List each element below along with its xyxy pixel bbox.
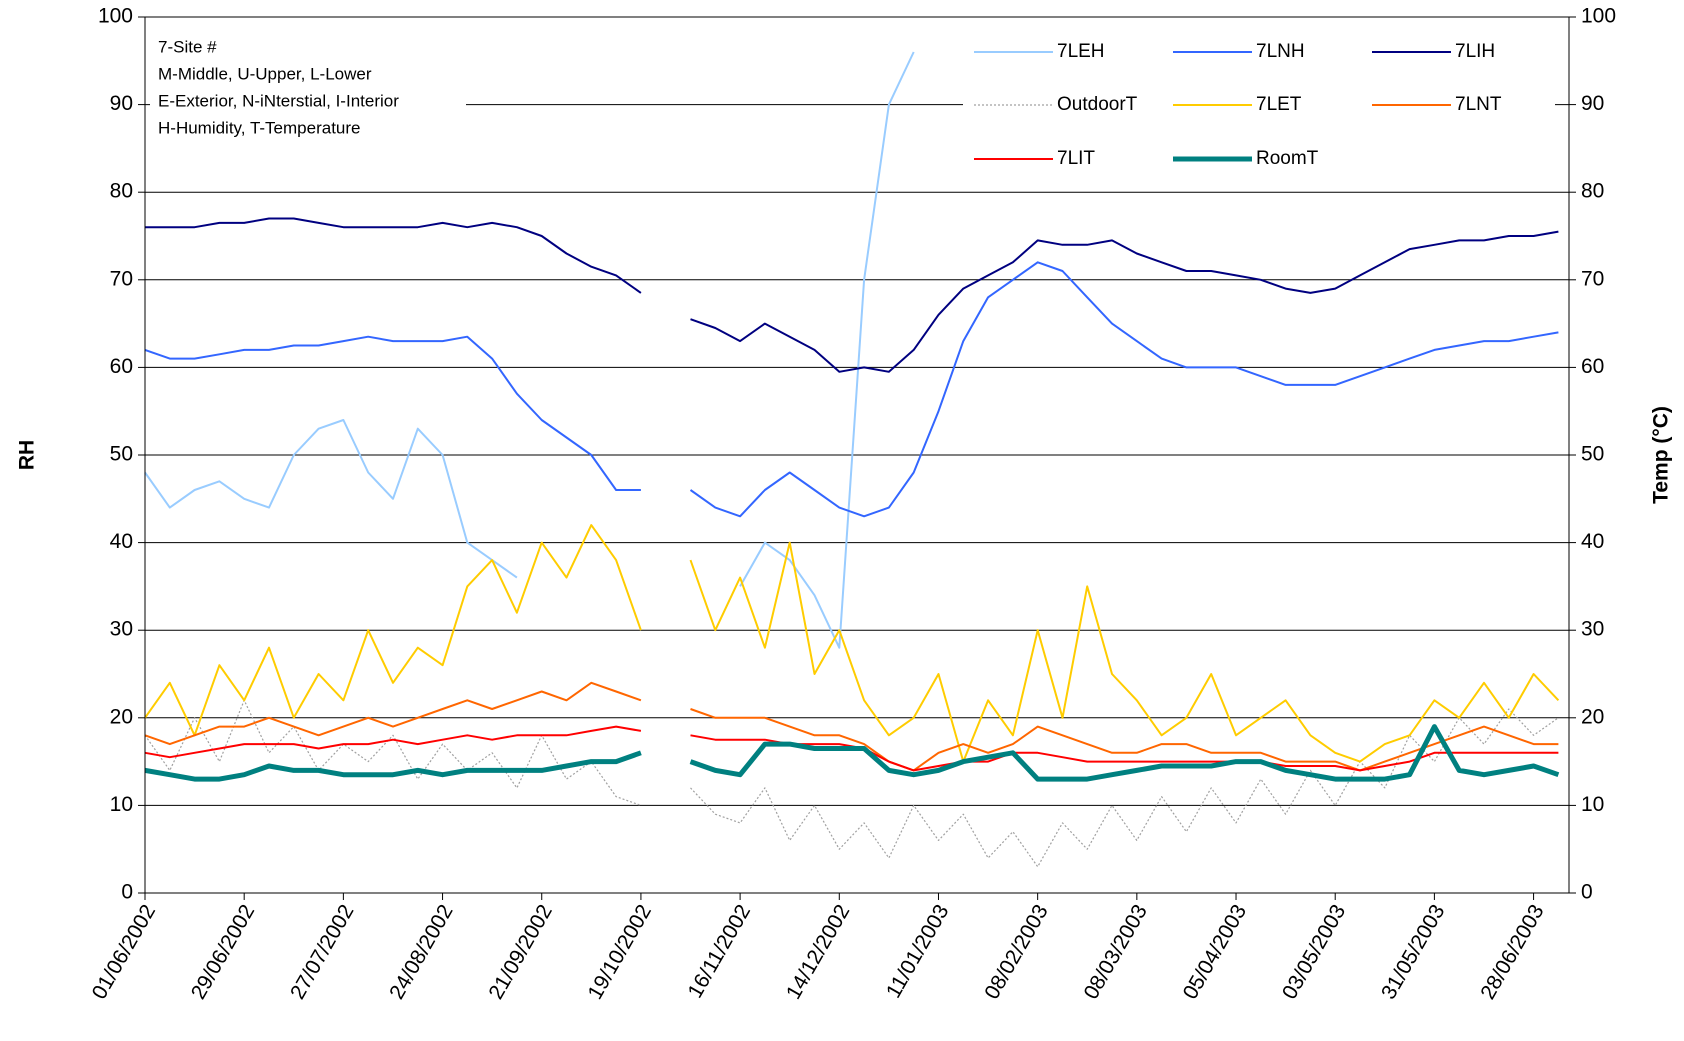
x-tick-label: 31/05/2003 bbox=[1377, 901, 1449, 1004]
annotation: H-Humidity, T-Temperature bbox=[158, 118, 360, 137]
legend-label: RoomT bbox=[1256, 148, 1319, 169]
y-tick-label: 40 bbox=[110, 530, 133, 553]
x-tick-label: 08/03/2003 bbox=[1080, 901, 1152, 1004]
series-line bbox=[144, 261, 1559, 518]
y-tick-label: 90 bbox=[110, 92, 133, 115]
y-tick-label: 0 bbox=[121, 881, 133, 904]
legend-label: 7LET bbox=[1256, 94, 1302, 115]
annotation: M-Middle, U-Upper, L-Lower bbox=[158, 64, 372, 83]
y2-tick-label: 80 bbox=[1581, 180, 1604, 203]
annotation: E-Exterior, N-iNterstial, I-Interior bbox=[158, 91, 399, 110]
y2-tick-label: 70 bbox=[1581, 267, 1604, 290]
legend-box bbox=[963, 32, 1555, 180]
series-line bbox=[145, 217, 1559, 373]
y-tick-label: 100 bbox=[98, 5, 133, 28]
series-line bbox=[144, 51, 915, 649]
x-tick-label: 14/12/2002 bbox=[782, 901, 854, 1004]
y-tick-label: 10 bbox=[110, 793, 133, 816]
y-tick-label: 50 bbox=[110, 443, 133, 466]
y2-axis-label: Temp (°C) bbox=[1650, 406, 1673, 504]
y-tick-label: 70 bbox=[110, 267, 133, 290]
x-tick-label: 16/11/2002 bbox=[684, 901, 756, 1002]
y2-tick-label: 90 bbox=[1581, 92, 1604, 115]
y2-tick-label: 30 bbox=[1581, 618, 1604, 641]
y2-tick-label: 20 bbox=[1581, 705, 1604, 728]
y2-tick-label: 50 bbox=[1581, 443, 1604, 466]
series-line bbox=[144, 524, 1560, 763]
x-tick-label: 11/01/2003 bbox=[882, 901, 954, 1002]
y2-tick-label: 60 bbox=[1581, 355, 1604, 378]
x-tick-label: 03/05/2003 bbox=[1278, 901, 1350, 1004]
y2-tick-label: 10 bbox=[1581, 793, 1604, 816]
x-tick-label: 21/09/2002 bbox=[484, 901, 556, 1004]
x-tick-label: 24/08/2002 bbox=[385, 901, 457, 1004]
legend-label: 7LEH bbox=[1057, 41, 1105, 62]
x-tick-label: 19/10/2002 bbox=[584, 901, 656, 1004]
y2-tick-label: 0 bbox=[1581, 881, 1593, 904]
y2-tick-label: 40 bbox=[1581, 530, 1604, 553]
x-tick-label: 01/06/2002 bbox=[88, 901, 160, 1004]
y-tick-label: 20 bbox=[110, 705, 133, 728]
x-tick-label: 08/02/2003 bbox=[980, 901, 1052, 1004]
x-tick-label: 27/07/2002 bbox=[286, 901, 358, 1004]
y-tick-label: 30 bbox=[110, 618, 133, 641]
annotation-box bbox=[150, 32, 466, 136]
y2-tick-label: 100 bbox=[1581, 5, 1616, 28]
series-line bbox=[144, 725, 1559, 772]
legend-label: 7LIH bbox=[1455, 41, 1495, 62]
legend-label: OutdoorT bbox=[1057, 94, 1138, 115]
series-line bbox=[144, 724, 1560, 782]
x-tick-label: 05/04/2003 bbox=[1179, 901, 1251, 1004]
y-tick-label: 80 bbox=[110, 180, 133, 203]
legend-label: 7LIT bbox=[1057, 148, 1095, 169]
series-line bbox=[144, 681, 1559, 772]
legend-label: 7LNH bbox=[1256, 41, 1305, 62]
x-tick-label: 28/06/2003 bbox=[1476, 901, 1548, 1004]
y-tick-label: 60 bbox=[110, 355, 133, 378]
y-axis-label: RH bbox=[16, 440, 39, 470]
series-line bbox=[144, 699, 1559, 868]
annotation: 7-Site # bbox=[158, 37, 217, 56]
x-tick-label: 29/06/2002 bbox=[187, 901, 259, 1004]
legend-label: 7LNT bbox=[1455, 94, 1502, 115]
